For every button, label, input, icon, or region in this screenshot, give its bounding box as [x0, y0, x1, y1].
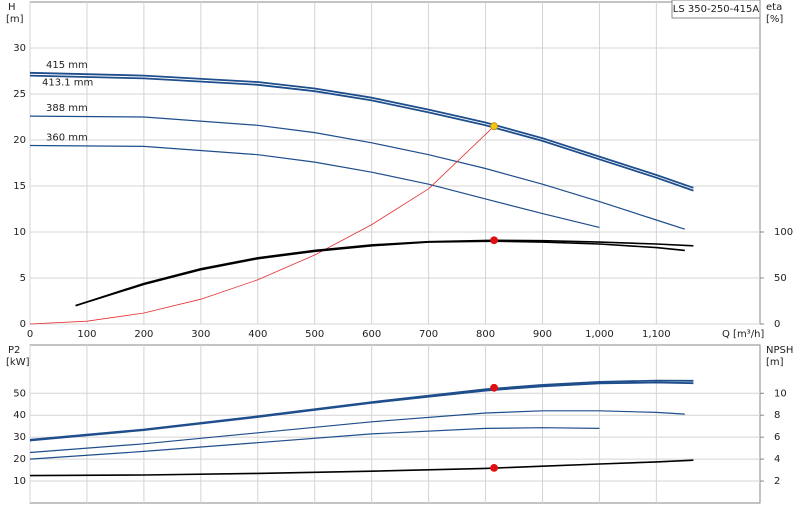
- curve: [29, 144, 600, 228]
- curve: [29, 427, 600, 460]
- y2-tick-label: 4: [774, 454, 780, 465]
- y-axis-label: P2: [8, 345, 20, 356]
- y-tick-label: 10: [13, 227, 26, 238]
- x-tick-label: 1,100: [642, 329, 671, 340]
- x-tick-label: 400: [248, 329, 267, 340]
- x-tick-label: 700: [419, 329, 438, 340]
- y2-tick-label: 50: [774, 273, 787, 284]
- curve-label: 415 mm: [46, 60, 88, 71]
- duty-point: [490, 122, 498, 131]
- plot-area: [29, 344, 761, 504]
- y2-tick-label: 100: [774, 227, 793, 238]
- y-axis-label: H: [8, 2, 16, 13]
- x-tick-label: 600: [362, 329, 381, 340]
- x-tick-label: 100: [77, 329, 96, 340]
- y-tick-label: 20: [13, 135, 26, 146]
- curve: [29, 459, 694, 477]
- duty-point: [490, 236, 498, 245]
- x-tick-label: 500: [305, 329, 324, 340]
- x-tick-label: 200: [134, 329, 153, 340]
- y2-tick-label: 6: [774, 432, 780, 443]
- x-tick-label: 800: [476, 329, 495, 340]
- y-tick-label: 0: [20, 319, 26, 330]
- curve: [75, 240, 685, 307]
- y-tick-label: 30: [13, 432, 26, 443]
- y-tick-label: 20: [13, 454, 26, 465]
- y2-axis-unit: [%]: [766, 14, 783, 25]
- y2-axis-unit: [m]: [766, 357, 784, 368]
- x-tick-label: 900: [533, 329, 552, 340]
- y-tick-label: 30: [13, 43, 26, 54]
- title-box: [671, 0, 761, 19]
- y2-tick-label: 8: [774, 410, 780, 421]
- x-axis-label: Q [m³/h]: [722, 329, 764, 340]
- x-tick-label: 300: [191, 329, 210, 340]
- curve-label: 360 mm: [46, 133, 88, 144]
- y-tick-label: 15: [13, 181, 26, 192]
- curve: [29, 125, 495, 325]
- y2-axis-label: eta: [766, 2, 782, 13]
- chart-title: LS 350-250-415A: [673, 4, 760, 15]
- curve: [29, 74, 694, 192]
- curve: [29, 381, 694, 442]
- y-tick-label: 25: [13, 89, 26, 100]
- y-tick-label: 10: [13, 476, 26, 487]
- curve-label: 388 mm: [46, 103, 88, 114]
- curve: [29, 115, 685, 230]
- y2-axis-label: NPSH: [766, 345, 793, 356]
- y-tick-label: 40: [13, 410, 26, 421]
- curve: [29, 410, 685, 454]
- x-tick-label: 1,000: [585, 329, 614, 340]
- y-axis-unit: [kW]: [6, 357, 30, 368]
- y2-tick-label: 0: [774, 319, 780, 330]
- y2-tick-label: 2: [774, 476, 780, 487]
- plot-area: [29, 1, 761, 325]
- y-axis-unit: [m]: [6, 14, 24, 25]
- duty-point: [490, 463, 498, 472]
- y2-tick-label: 10: [774, 388, 787, 399]
- y-tick-label: 5: [20, 273, 26, 284]
- duty-point: [490, 383, 498, 392]
- x-tick-label: 0: [27, 329, 33, 340]
- curve-label: 413.1 mm: [42, 78, 93, 89]
- y-tick-label: 50: [13, 388, 26, 399]
- curve: [29, 71, 694, 189]
